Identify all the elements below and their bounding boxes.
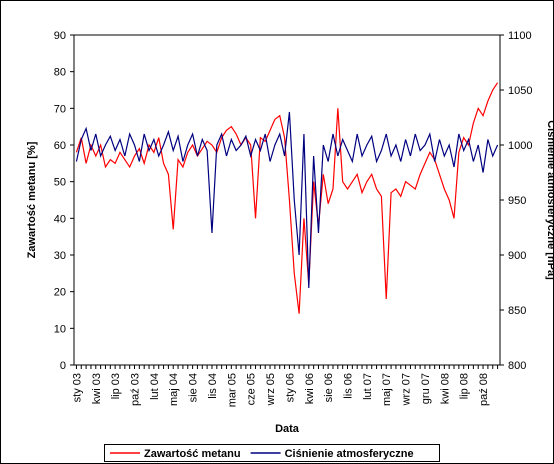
x-tick-label: paź 03 [130, 373, 142, 406]
legend-label: Zawartość metanu [144, 448, 241, 460]
y2-axis-title: Ciśnienie atmosferyczne [hPa] [545, 120, 554, 280]
x-tick-label: sie 06 [323, 373, 335, 402]
y2-tick-label: 1100 [508, 30, 532, 42]
x-tick-label: maj 07 [381, 373, 393, 406]
y-tick-label: 60 [54, 140, 66, 152]
x-tick-label: mar 05 [226, 373, 238, 407]
series-line [75, 111, 499, 289]
x-axis-title: Data [275, 423, 300, 435]
x-tick-label: sie 04 [188, 373, 200, 402]
x-tick-label: kwi 08 [439, 373, 451, 404]
plot-area [73, 34, 501, 366]
y2-tick-label: 950 [508, 195, 526, 207]
y-tick-label: 30 [54, 250, 66, 262]
y-tick-label: 80 [54, 67, 66, 79]
x-tick-label: lis 06 [343, 373, 355, 399]
y-tick-label: 50 [54, 177, 66, 189]
x-tick-label: lut 04 [149, 373, 161, 400]
y-tick-label: 40 [54, 213, 66, 225]
legend-label: Ciśnienie atmosferyczne [285, 448, 414, 460]
x-tick-label: lut 07 [362, 373, 374, 400]
x-tick-label: sty 06 [284, 373, 296, 402]
y2-tick-label: 1000 [508, 140, 532, 152]
x-tick-label: kwi 03 [91, 373, 103, 404]
y-tick-label: 90 [54, 30, 66, 42]
y-tick-label: 20 [54, 287, 66, 299]
y2-tick-label: 800 [508, 360, 526, 372]
y-tick-label: 10 [54, 323, 66, 335]
x-tick-label: gru 07 [420, 373, 432, 404]
x-tick-label: maj 04 [168, 373, 180, 406]
y-tick-label: 70 [54, 103, 66, 115]
series-line [75, 82, 499, 314]
y2-tick-label: 850 [508, 305, 526, 317]
x-tick-label: lip 03 [110, 373, 122, 399]
y-axis-title: Zawartość metanu [%] [26, 141, 38, 258]
x-tick-label: lip 08 [459, 373, 471, 399]
x-tick-label: wrz 05 [265, 373, 277, 406]
x-tick-label: cze 05 [246, 373, 258, 405]
x-tick-label: sty 03 [71, 373, 83, 402]
y2-tick-label: 1050 [508, 85, 532, 97]
y-tick-label: 0 [60, 360, 66, 372]
x-tick-label: wrz 07 [401, 373, 413, 406]
x-tick-label: paź 08 [478, 373, 490, 406]
y2-tick-label: 900 [508, 250, 526, 262]
x-tick-label: kwi 06 [304, 373, 316, 404]
x-tick-label: lis 04 [207, 373, 219, 399]
